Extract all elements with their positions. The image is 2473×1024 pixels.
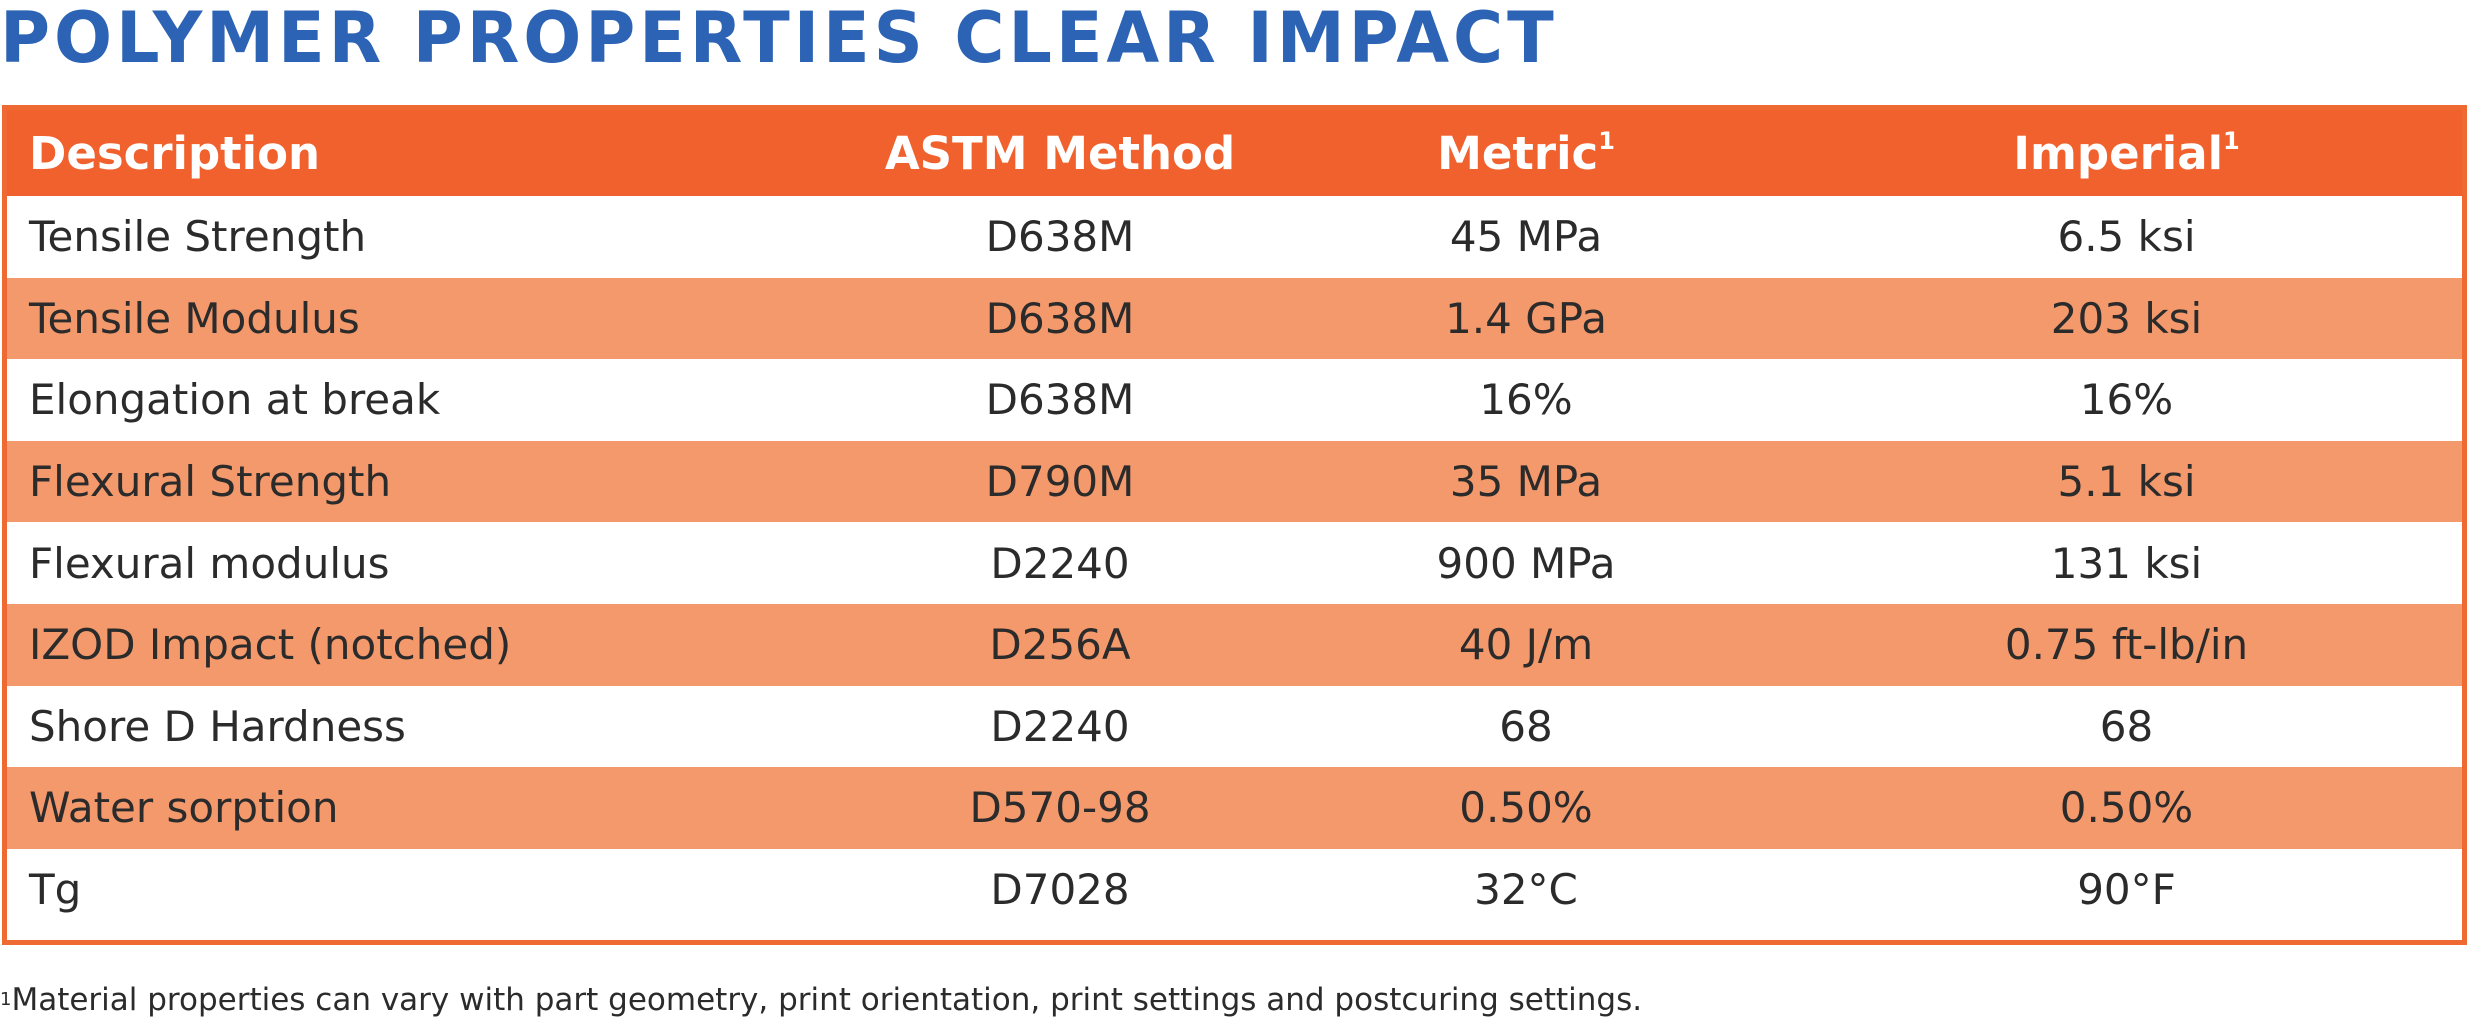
footnote-text: Material properties can vary with part g… xyxy=(11,982,1643,1018)
cell-imperial: 68 xyxy=(2099,701,2154,751)
properties-table-frame: Description ASTM Method Metric1 Imperial… xyxy=(2,105,2467,945)
cell-metric: 16% xyxy=(1479,375,1573,425)
cell-astm-method: D638M xyxy=(985,212,1135,262)
cell-imperial: 16% xyxy=(2079,375,2174,425)
cell-imperial: 90°F xyxy=(2077,865,2176,915)
cell-metric: 68 xyxy=(1499,701,1553,751)
cell-metric: 35 MPa xyxy=(1449,457,1603,507)
table-row: IZOD Impact (notched) D256A 40 J/m 0.75 ft-… xyxy=(7,603,2462,686)
table-header-row: Description ASTM Method Metric1 Imperial… xyxy=(7,110,2462,196)
footnote-marker: 1 xyxy=(1598,126,1615,155)
cell-description: Shore D Hardness xyxy=(29,701,406,751)
cell-astm-method: D2240 xyxy=(990,701,1130,751)
cell-imperial: 6.5 ksi xyxy=(2057,212,2196,262)
table-row: Flexural Strength D790M 35 MPa 5.1 ksi xyxy=(7,440,2462,523)
header-description: Description xyxy=(29,126,321,180)
properties-table: Description ASTM Method Metric1 Imperial… xyxy=(7,110,2462,931)
footnote-marker: 1 xyxy=(2223,126,2240,155)
cell-description: Flexural Strength xyxy=(29,457,392,507)
cell-astm-method: D570-98 xyxy=(969,783,1151,833)
cell-astm-method: D638M xyxy=(985,293,1135,343)
cell-description: Water sorption xyxy=(29,783,339,833)
cell-metric: 900 MPa xyxy=(1436,538,1616,588)
page-title: Polymer Properties Clear Impact xyxy=(0,0,1558,79)
cell-metric: 1.4 GPa xyxy=(1445,293,1607,343)
cell-metric: 0.50% xyxy=(1459,783,1593,833)
header-metric: Metric1 xyxy=(1437,126,1615,180)
cell-astm-method: D7028 xyxy=(990,865,1130,915)
cell-imperial: 5.1 ksi xyxy=(2057,457,2196,507)
cell-description: Tensile Strength xyxy=(29,212,367,262)
cell-description: Elongation at break xyxy=(29,375,441,425)
cell-astm-method: D790M xyxy=(985,457,1135,507)
footnote-marker: 1 xyxy=(0,989,12,1010)
table-row: Elongation at break D638M 16% 16% xyxy=(7,359,2462,441)
cell-description: Tensile Modulus xyxy=(29,293,360,343)
cell-description: Tg xyxy=(29,865,82,915)
table-row: Water sorption D570-98 0.50% 0.50% xyxy=(7,767,2462,849)
cell-astm-method: D256A xyxy=(989,620,1131,670)
table-body: Tensile Strength D638M 45 MPa 6.5 ksi Tensil… xyxy=(7,196,2462,931)
header-imperial: Imperial1 xyxy=(2013,126,2240,180)
table-row: Tensile Strength D638M 45 MPa 6.5 ksi xyxy=(7,196,2462,278)
header-astm-method: ASTM Method xyxy=(884,126,1236,180)
cell-description: IZOD Impact (notched) xyxy=(29,620,512,670)
table-row: Flexural modulus D2240 900 MPa 131 ksi xyxy=(7,522,2462,604)
table-row: Tensile Modulus D638M 1.4 GPa 203 ksi xyxy=(7,277,2462,360)
table-row: Shore D Hardness D2240 68 68 xyxy=(7,685,2462,768)
cell-imperial: 0.75 ft-lb/in xyxy=(2004,620,2249,670)
cell-metric: 45 MPa xyxy=(1449,212,1603,262)
table-row: Tg D7028 32°C 90°F xyxy=(7,848,2462,931)
cell-imperial: 203 ksi xyxy=(2050,293,2203,343)
cell-astm-method: D638M xyxy=(985,375,1135,425)
cell-metric: 40 J/m xyxy=(1458,620,1594,670)
cell-imperial: 0.50% xyxy=(2059,783,2194,833)
cell-astm-method: D2240 xyxy=(990,538,1130,588)
cell-imperial: 131 ksi xyxy=(2050,538,2203,588)
cell-description: Flexural modulus xyxy=(29,538,390,588)
cell-metric: 32°C xyxy=(1474,865,1578,915)
footnote: 1Material properties can vary with part … xyxy=(0,982,2000,1018)
